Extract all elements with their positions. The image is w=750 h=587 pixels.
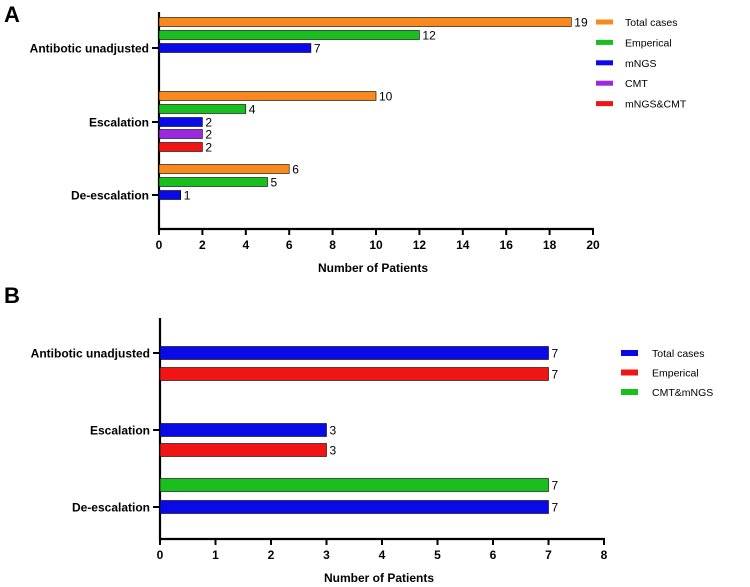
- x-tick-label: 2: [268, 548, 275, 562]
- bar-value-label: 6: [292, 163, 299, 177]
- bar: [158, 104, 247, 114]
- bar-value-label: 3: [330, 444, 337, 458]
- bar: [158, 142, 203, 152]
- bar-value-label: 7: [552, 479, 559, 493]
- x-tick-label: 5: [434, 548, 441, 562]
- legend-label: mNGS: [625, 58, 657, 70]
- bar: [158, 91, 377, 101]
- bar: [159, 443, 327, 457]
- x-tick-label: 6: [490, 548, 497, 562]
- bar: [158, 43, 312, 53]
- legend-swatch: [621, 350, 638, 356]
- bar: [158, 17, 572, 27]
- x-tick-label: 10: [369, 238, 383, 252]
- x-tick-label: 14: [456, 238, 470, 252]
- x-tick-label: 0: [156, 238, 163, 252]
- panel-label: B: [4, 283, 20, 308]
- bar: [158, 177, 268, 187]
- x-axis-title: Number of Patients: [318, 261, 428, 275]
- bar: [159, 367, 549, 381]
- bar-value-label: 3: [330, 424, 337, 438]
- legend-label: Emperical: [652, 368, 699, 380]
- legend-label: Emperical: [625, 37, 672, 49]
- x-tick-label: 8: [329, 238, 336, 252]
- category-label: Antibotic unadjusted: [30, 42, 149, 56]
- bar-value-label: 2: [205, 141, 212, 155]
- bar-value-label: 10: [379, 90, 393, 104]
- legend-swatch: [621, 389, 638, 395]
- x-tick-label: 8: [601, 548, 608, 562]
- legend-swatch: [596, 39, 613, 45]
- bar-value-label: 7: [314, 42, 321, 56]
- bar: [159, 478, 549, 492]
- x-tick-label: 0: [157, 548, 164, 562]
- category-label: Escalation: [90, 424, 150, 438]
- legend-label: mNGS&CMT: [625, 99, 687, 111]
- bar-value-label: 1: [184, 189, 191, 203]
- bar: [158, 164, 290, 174]
- bar: [159, 500, 549, 514]
- legend-label: CMT: [625, 78, 648, 90]
- legend-swatch: [596, 80, 613, 86]
- bar-value-label: 19: [574, 16, 588, 30]
- bar: [158, 30, 420, 40]
- x-tick-label: 4: [242, 238, 249, 252]
- legend-label: Total cases: [652, 348, 705, 360]
- legend-label: CMT&mNGS: [652, 387, 713, 399]
- x-tick-label: 18: [543, 238, 557, 252]
- x-tick-label: 3: [323, 548, 330, 562]
- x-tick-label: 20: [586, 238, 600, 252]
- bar-value-label: 4: [249, 103, 256, 117]
- legend-swatch: [621, 369, 638, 376]
- category-label: De-escalation: [71, 189, 149, 203]
- panel-label: A: [4, 2, 20, 27]
- x-tick-label: 12: [413, 238, 427, 252]
- bar: [158, 129, 203, 139]
- x-axis-title: Number of Patients: [324, 571, 434, 585]
- bar-value-label: 2: [205, 116, 212, 130]
- x-tick-label: 4: [379, 548, 386, 562]
- bar-value-label: 12: [422, 29, 436, 43]
- category-label: Antibotic unadjusted: [31, 347, 150, 361]
- legend-swatch: [596, 101, 613, 107]
- x-tick-label: 16: [500, 238, 514, 252]
- panel-b: B 0 1 2 3 4 5 6 7 8 Number of Patients Antibotic un…: [4, 283, 713, 585]
- bar: [158, 117, 203, 127]
- bar: [159, 346, 549, 360]
- bar-value-label: 2: [205, 128, 212, 142]
- category-label: De-escalation: [72, 501, 150, 515]
- legend-swatch: [596, 60, 613, 66]
- bar: [158, 190, 182, 200]
- bar-value-label: 7: [552, 368, 559, 382]
- category-label: Escalation: [89, 116, 149, 130]
- bar: [159, 423, 327, 437]
- bar-value-label: 7: [552, 501, 559, 515]
- legend-label: Total cases: [625, 17, 678, 29]
- x-tick-label: 2: [199, 238, 206, 252]
- bar-value-label: 5: [271, 176, 278, 190]
- x-tick-label: 6: [286, 238, 293, 252]
- legend-swatch: [596, 19, 613, 25]
- x-tick-label: 1: [212, 548, 219, 562]
- x-tick-label: 7: [545, 548, 552, 562]
- bar-value-label: 7: [552, 347, 559, 361]
